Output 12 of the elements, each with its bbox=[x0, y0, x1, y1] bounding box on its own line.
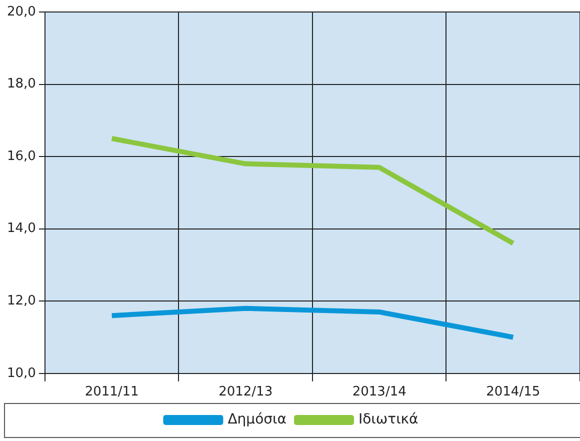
x-tick-label: 2011/11 bbox=[84, 384, 139, 400]
y-tick-label: 14,0 bbox=[6, 221, 36, 236]
legend-label: Δημόσια bbox=[228, 412, 286, 428]
legend-label: Ιδιωτικά bbox=[358, 412, 418, 428]
y-tick-label: 12,0 bbox=[6, 293, 36, 308]
y-tick-label: 20,0 bbox=[6, 4, 36, 20]
y-tick-label: 16,0 bbox=[6, 148, 36, 164]
y-tick-label: 10,0 bbox=[6, 366, 36, 381]
x-tick-label: 2012/13 bbox=[218, 384, 273, 400]
y-tick-label: 18,0 bbox=[6, 76, 36, 92]
x-tick-label: 2013/14 bbox=[352, 384, 406, 400]
x-tick-label: 2014/15 bbox=[486, 384, 540, 400]
